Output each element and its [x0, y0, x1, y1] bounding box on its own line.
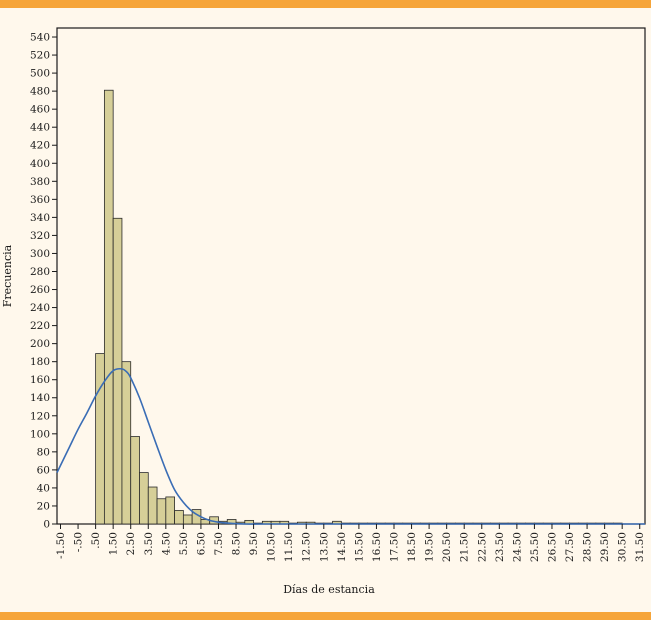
histogram-bar	[147, 486, 158, 525]
x-tick-label: 22.50	[476, 532, 488, 562]
x-tick-label: 20.50	[441, 532, 453, 562]
x-tick-label: 2.50	[125, 532, 137, 555]
x-tick-label: 3.50	[143, 532, 155, 555]
top-accent-band	[0, 0, 651, 8]
x-tick-label: 26.50	[546, 532, 558, 562]
x-tick-label: 19.50	[424, 532, 436, 562]
y-tick-label: 360	[30, 194, 50, 206]
histogram-bar	[103, 89, 114, 525]
x-tick-label: 16.50	[371, 532, 383, 562]
y-axis: 0 20 40 60 80 100 120 140 160 180 200 220 240 260 280 3…	[30, 32, 57, 531]
y-tick-label: 240	[30, 302, 50, 314]
y-tick-label: 420	[30, 140, 50, 152]
x-tick-label: 21.50	[459, 532, 471, 562]
y-axis-title: Frecuencia	[1, 244, 14, 307]
y-tick-label: 500	[30, 68, 50, 80]
y-tick-label: 140	[30, 392, 50, 404]
y-tick-label: 40	[37, 482, 50, 494]
bars-layer	[95, 89, 623, 525]
y-tick-label: 460	[30, 104, 50, 116]
histogram-bar	[165, 496, 176, 525]
x-tick-label: 13.50	[318, 532, 330, 562]
y-tick-label: 0	[43, 519, 50, 531]
normal-curve-line	[56, 367, 645, 525]
x-tick-label: 18.50	[406, 532, 418, 562]
x-tick-label: .50	[90, 532, 102, 549]
x-axis: -1.50 -.50 .50 1.50 2.50 3.50 4.50 5.50 6.50 7.50…	[55, 524, 646, 562]
x-tick-label: 7.50	[213, 532, 225, 555]
y-tick-label: 80	[37, 446, 50, 458]
x-axis-title: Días de estancia	[283, 583, 375, 596]
y-tick-label: 20	[37, 500, 50, 512]
histogram-bar	[156, 498, 167, 525]
y-tick-label: 200	[30, 338, 50, 350]
x-tick-label: -1.50	[55, 532, 67, 559]
y-tick-label: 120	[30, 410, 50, 422]
x-tick-label: 14.50	[336, 532, 348, 562]
y-tick-label: 540	[30, 32, 50, 44]
x-tick-label: 27.50	[564, 532, 576, 562]
y-tick-label: 100	[30, 428, 50, 440]
x-tick-label: 12.50	[301, 532, 313, 562]
y-tick-label: 220	[30, 320, 50, 332]
x-tick-label: 31.50	[634, 532, 646, 562]
x-tick-label: -.50	[73, 532, 85, 552]
histogram-bar	[121, 361, 132, 525]
x-tick-label: 29.50	[599, 532, 611, 562]
bottom-accent-band	[0, 612, 651, 620]
plot-frame	[56, 27, 646, 525]
histogram-bar	[182, 514, 193, 525]
y-tick-label: 440	[30, 122, 50, 134]
y-tick-label: 520	[30, 50, 50, 62]
x-tick-label: 25.50	[529, 532, 541, 562]
histogram-bar	[95, 353, 105, 525]
y-tick-label: 160	[30, 374, 50, 386]
x-tick-label: 23.50	[494, 532, 506, 562]
x-tick-label: 8.50	[231, 532, 243, 555]
x-tick-label: 4.50	[160, 532, 172, 555]
x-tick-label: 28.50	[582, 532, 594, 562]
x-tick-label: 9.50	[248, 532, 260, 555]
histogram-bar	[130, 436, 140, 525]
x-tick-label: 30.50	[617, 532, 629, 562]
x-tick-label: 15.50	[353, 532, 365, 562]
x-tick-label: 10.50	[266, 532, 278, 562]
y-tick-label: 380	[30, 176, 50, 188]
histogram-bar	[139, 472, 149, 525]
y-tick-label: 340	[30, 212, 50, 224]
x-tick-label: 11.50	[283, 532, 295, 562]
x-tick-label: 1.50	[108, 532, 120, 555]
x-tick-label: 24.50	[511, 532, 523, 562]
y-tick-label: 260	[30, 284, 50, 296]
y-tick-label: 280	[30, 266, 50, 278]
y-tick-label: 400	[30, 158, 50, 170]
x-tick-label: 6.50	[195, 532, 207, 555]
y-tick-label: 180	[30, 356, 50, 368]
x-tick-label: 5.50	[178, 532, 190, 555]
y-tick-label: 320	[30, 230, 50, 242]
x-tick-label: 17.50	[389, 532, 401, 562]
histogram-bar	[112, 217, 123, 525]
y-tick-label: 300	[30, 248, 50, 260]
y-tick-label: 480	[30, 86, 50, 98]
histogram-bar	[174, 510, 184, 525]
y-tick-label: 60	[37, 464, 50, 476]
